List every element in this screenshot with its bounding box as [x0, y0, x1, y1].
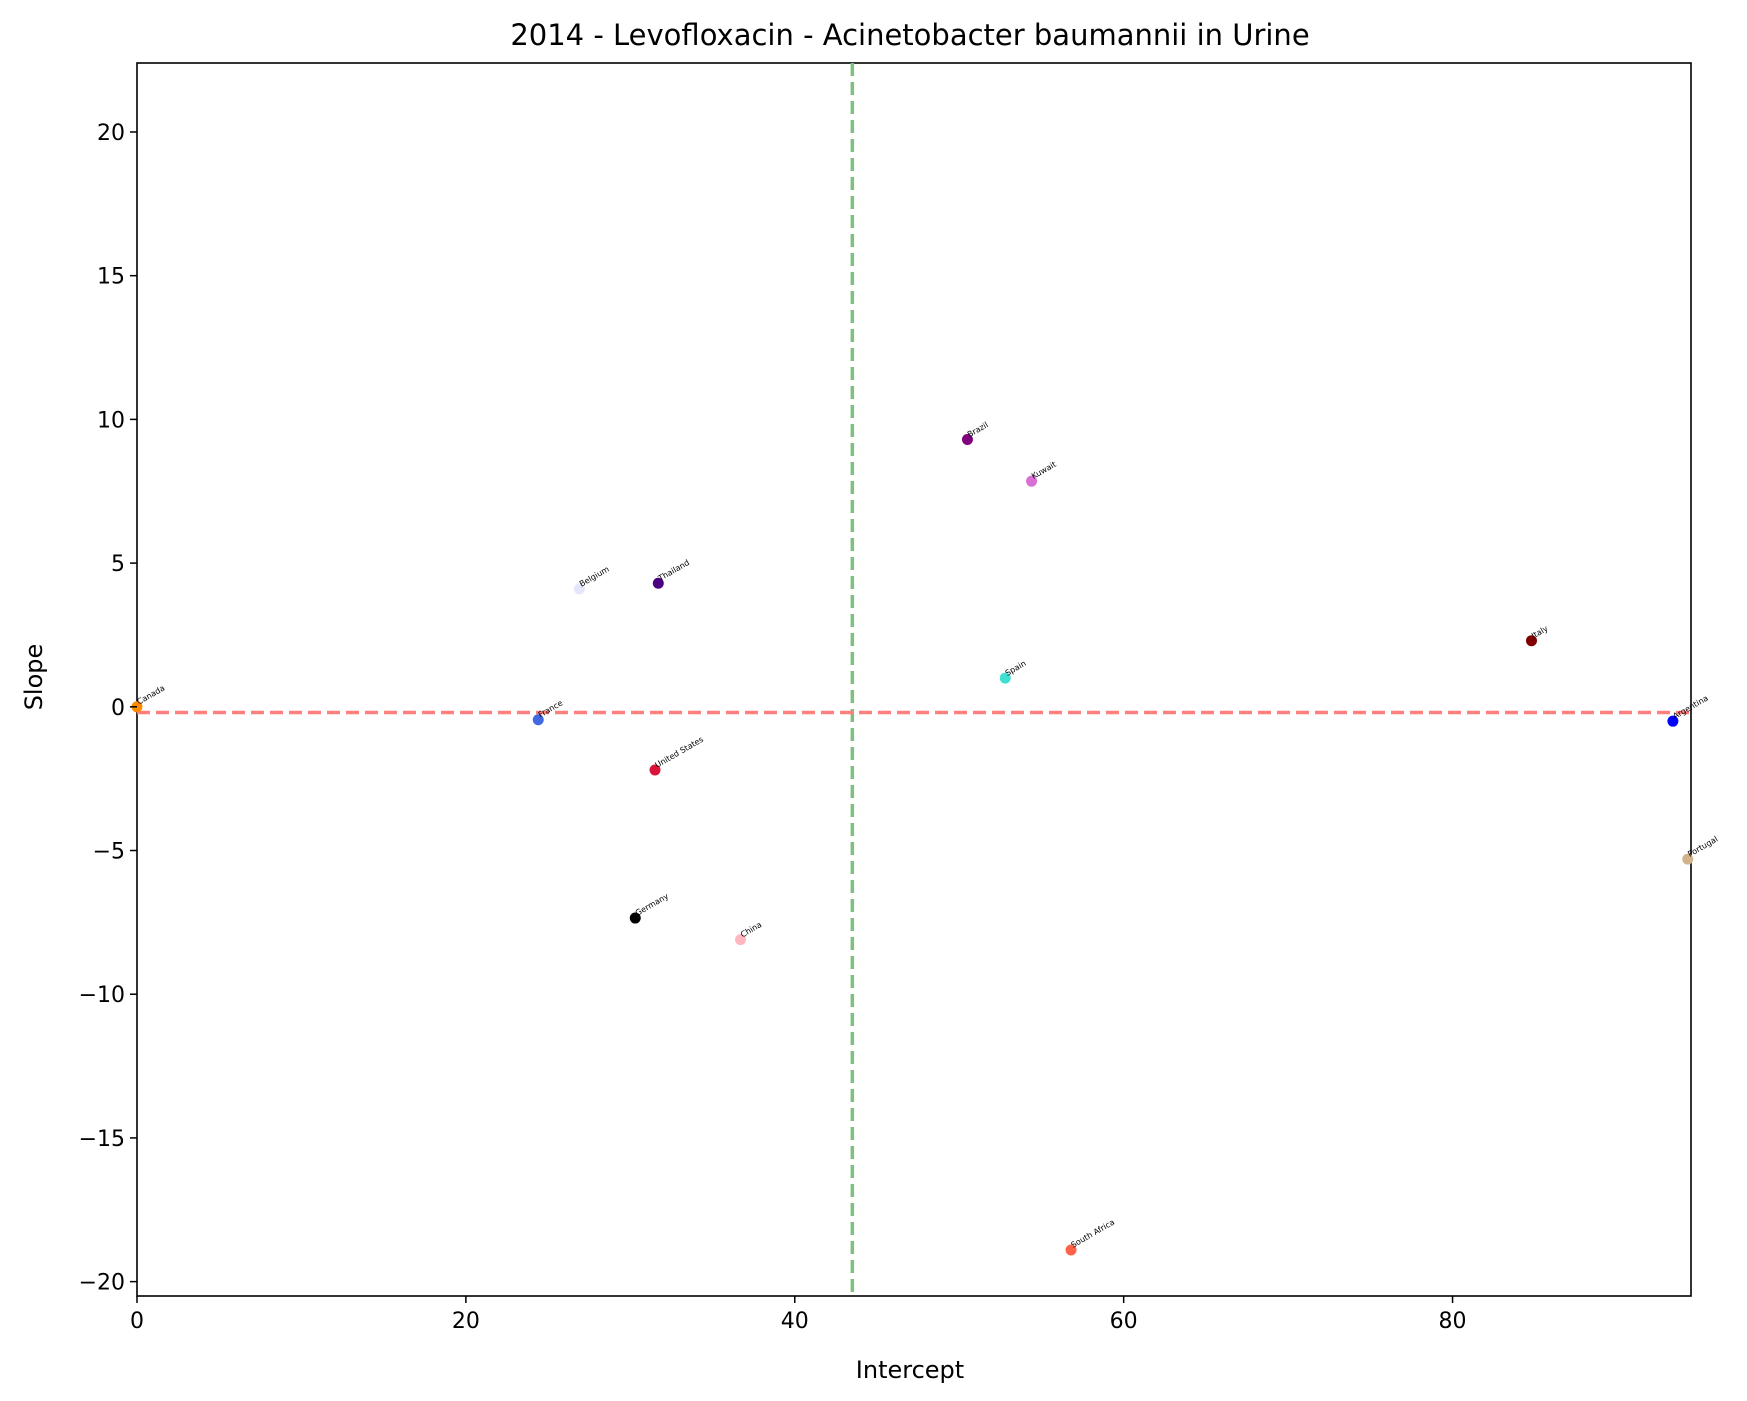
- data-point-group: Brazil: [961, 420, 990, 446]
- data-point: [532, 714, 544, 726]
- x-tick-label: 40: [781, 1309, 809, 1334]
- data-point-group: Kuwait: [1026, 460, 1058, 487]
- data-point-label: Spain: [1004, 659, 1028, 678]
- data-point-group: Belgium: [573, 564, 611, 595]
- data-point-label: France: [537, 698, 565, 719]
- data-point-group: Italy: [1525, 624, 1550, 647]
- data-point: [652, 577, 664, 589]
- y-tick-label: 10: [97, 408, 125, 433]
- data-point: [735, 934, 747, 946]
- data-point-group: Thailand: [652, 558, 691, 589]
- x-tick-label: 20: [452, 1309, 480, 1334]
- y-tick-label: −10: [79, 983, 125, 1008]
- data-point: [961, 434, 973, 446]
- data-point-label: Canada: [136, 683, 167, 706]
- data-point: [1682, 853, 1694, 865]
- y-tick-label: −20: [79, 1271, 125, 1296]
- x-axis-label: Intercept: [856, 1356, 964, 1384]
- data-point-label: Kuwait: [1030, 460, 1058, 481]
- data-point: [999, 672, 1011, 684]
- reference-lines: [137, 63, 1691, 1296]
- data-point-label: Thailand: [656, 558, 691, 583]
- x-tick-label: 60: [1110, 1309, 1138, 1334]
- data-point-label: South Africa: [1070, 1218, 1117, 1250]
- chart-title: 2014 - Levofloxacin - Acinetobacter baum…: [510, 18, 1309, 52]
- x-tick-label: 0: [130, 1309, 144, 1334]
- y-tick-label: 5: [111, 552, 125, 577]
- data-point-label: Belgium: [578, 564, 611, 588]
- data-point: [573, 583, 585, 595]
- y-axis: −20 −15 −10 −5 0 5 10 15 20: [79, 121, 137, 1296]
- data-point-label: Italy: [1530, 624, 1550, 641]
- data-point-label: China: [739, 920, 763, 939]
- x-axis: 0 20 40 60 80: [130, 1296, 1467, 1334]
- y-tick-label: 0: [111, 696, 125, 721]
- data-point-group: Spain: [999, 659, 1028, 684]
- y-axis-label: Slope: [20, 644, 48, 711]
- data-point-group: South Africa: [1065, 1218, 1117, 1256]
- data-point-label: Brazil: [966, 420, 990, 439]
- data-point: [1667, 715, 1679, 727]
- data-point-label: Germany: [634, 891, 671, 917]
- x-tick-label: 80: [1439, 1309, 1467, 1334]
- y-tick-label: −15: [79, 1127, 125, 1152]
- data-point: [1026, 475, 1038, 487]
- data-point-group: United States: [649, 735, 705, 776]
- data-points: Canada France Belgium Thailand United States…: [131, 420, 1719, 1256]
- y-tick-label: 20: [97, 121, 125, 146]
- data-point: [1065, 1244, 1077, 1256]
- data-point-group: Portugal: [1682, 835, 1719, 865]
- data-point-group: China: [735, 920, 763, 946]
- data-point-group: Argentina: [1667, 694, 1710, 727]
- plot-area: [136, 62, 1692, 1297]
- data-point-group: Germany: [629, 891, 671, 924]
- y-tick-label: −5: [93, 840, 125, 865]
- data-point: [1525, 635, 1537, 647]
- data-point-label: United States: [654, 735, 705, 770]
- data-point: [629, 912, 641, 924]
- y-tick-label: 15: [97, 265, 125, 290]
- data-point: [649, 764, 661, 776]
- plot-frame: [136, 62, 1692, 1297]
